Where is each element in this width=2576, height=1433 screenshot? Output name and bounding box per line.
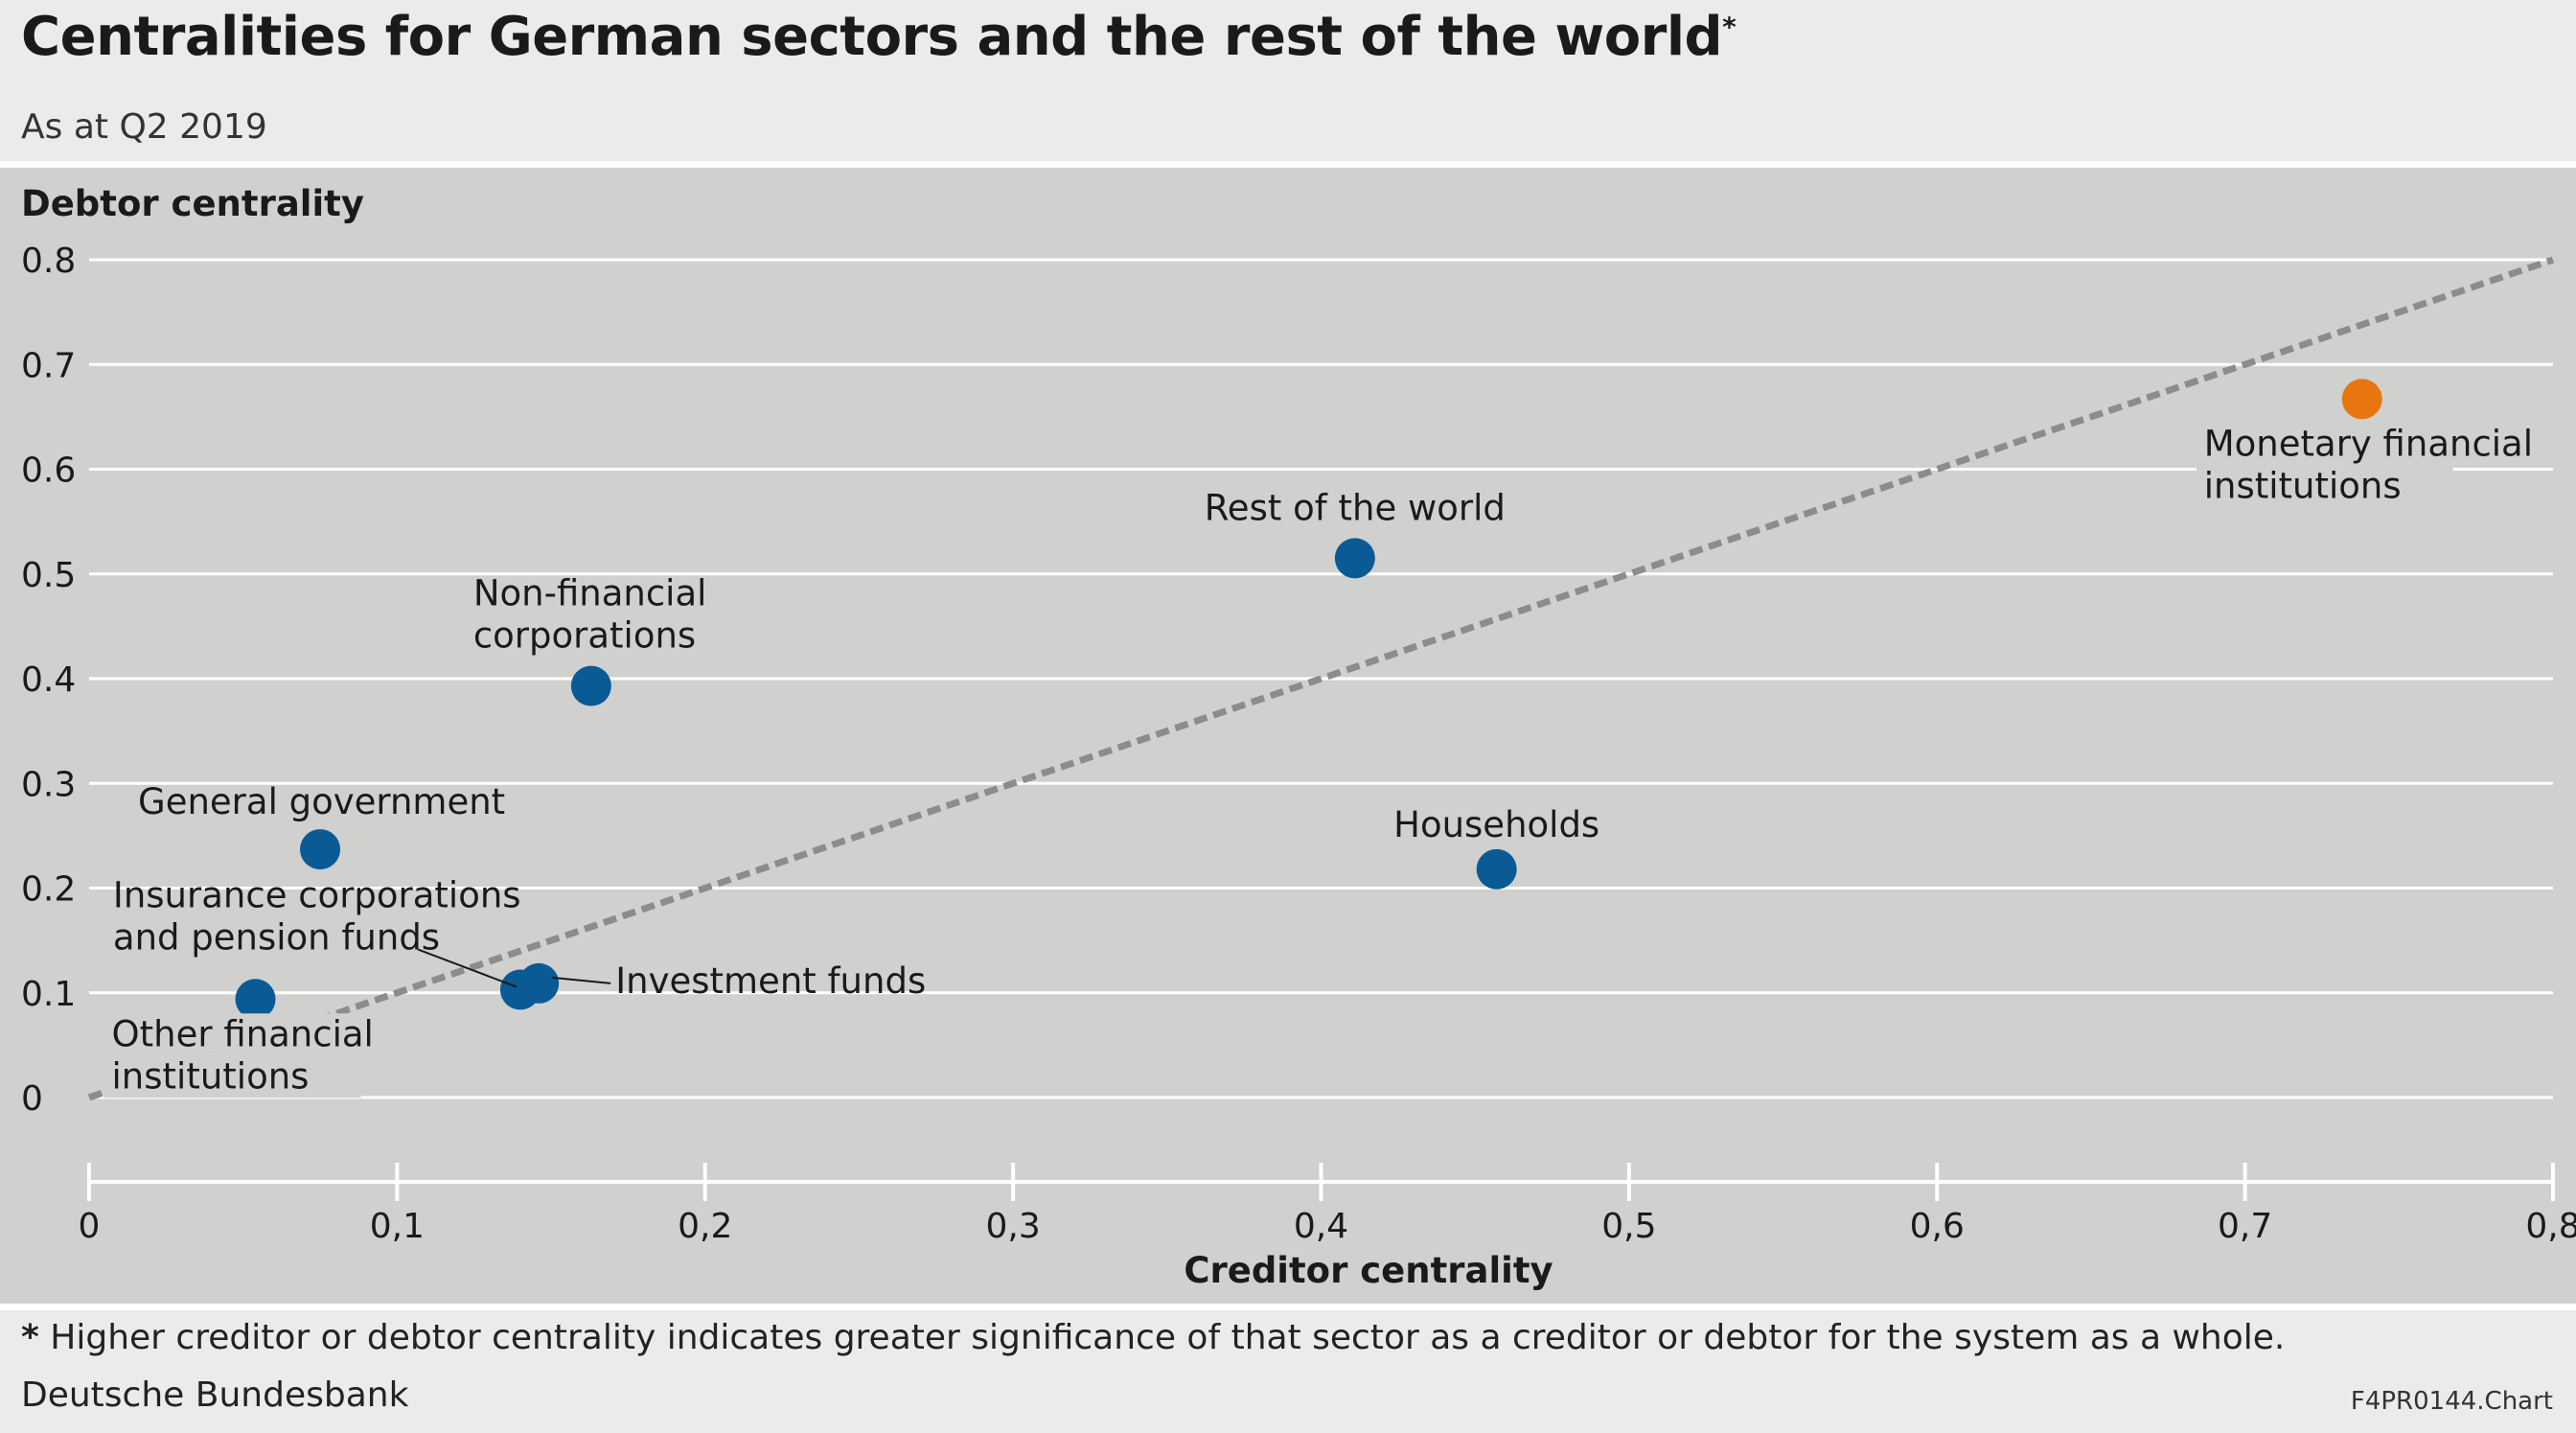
x-tick-label: 0,1 (370, 1207, 425, 1246)
data-point (518, 962, 560, 1004)
chart-id: F4PR0144.Chart (2350, 1387, 2553, 1416)
footnote: * Higher creditor or debtor centrality i… (21, 1318, 2285, 1357)
y-tick-label: 0.6 (21, 451, 76, 491)
plot-top-border (0, 161, 2576, 168)
x-tick-label: 0,7 (2218, 1207, 2272, 1246)
x-tick-label: 0,8 (2525, 1207, 2576, 1246)
y-tick-label: 0 (21, 1079, 43, 1119)
point-labels: Rest of the world Non-financialcorporatio… (104, 423, 2574, 1098)
point-label: Other financial (112, 1013, 374, 1054)
diagonal-reference-line (87, 256, 2555, 1101)
x-tick-label: 0 (79, 1207, 101, 1246)
chart-title-text: Centralities for German sectors and the … (21, 6, 1723, 68)
point-label: institutions (112, 1055, 310, 1097)
data-point (1476, 848, 1517, 890)
source-note: Deutsche Bundesbank (21, 1375, 409, 1415)
x-tick-label: 0,6 (1910, 1207, 1965, 1246)
footnote-text: Higher creditor or debtor centrality ind… (50, 1318, 2286, 1357)
point-label: Insurance corporations (113, 874, 521, 915)
x-tick-label: 0,2 (678, 1207, 732, 1246)
label-leader-line (552, 976, 611, 984)
point-label: institutions (2204, 465, 2402, 506)
plot-bottom-border (0, 1304, 2576, 1310)
y-axis-label: Debtor centrality (21, 183, 364, 224)
x-tick-label: 0,4 (1294, 1207, 1348, 1246)
data-point (235, 979, 276, 1020)
y-tick-label: 0.8 (21, 242, 76, 281)
label-leader-line (417, 948, 518, 988)
data-point (2341, 379, 2382, 420)
label-background (104, 1055, 361, 1098)
y-tick-label: 0.3 (21, 765, 76, 804)
gridlines (89, 258, 2553, 1099)
point-label: Households (1393, 804, 1599, 845)
y-tick-label: 0.2 (21, 870, 76, 910)
y-tick-label: 0.5 (21, 556, 76, 595)
title-footnote-marker: * (1722, 11, 1736, 43)
x-tick-label: 0,5 (1601, 1207, 1656, 1246)
y-axis-tick-labels: 0 0.1 0.2 0.3 0.4 0.5 0.6 0.7 0.8 (21, 242, 76, 1119)
x-axis: 0 0,1 0,2 0,3 0,4 0,5 0,6 0,7 0,8 (79, 1163, 2576, 1246)
y-tick-label: 0.7 (21, 346, 76, 385)
data-points (235, 379, 2382, 1020)
point-label: Rest of the world (1205, 487, 1506, 528)
diagonal-line (87, 256, 2555, 1101)
label-background (2196, 465, 2453, 508)
label-background (104, 1013, 422, 1056)
point-label: corporations (473, 615, 696, 657)
footnote-marker: * (21, 1318, 39, 1357)
point-label: Investment funds (615, 960, 926, 1002)
data-point (300, 829, 341, 870)
point-label: Monetary financial (2204, 423, 2533, 464)
plot-background (0, 168, 2576, 1304)
x-axis-label: Creditor centrality (1184, 1250, 1552, 1291)
data-point (1334, 538, 1375, 579)
point-label: and pension funds (113, 916, 440, 958)
x-tick-label: 0,3 (985, 1207, 1040, 1246)
point-label: Non-financial (473, 573, 707, 614)
label-background (2196, 423, 2574, 466)
data-point (570, 665, 611, 706)
y-tick-label: 0.1 (21, 975, 76, 1014)
y-tick-label: 0.4 (21, 660, 76, 700)
chart-title: Centralities for German sectors and the … (21, 6, 1736, 68)
point-label: General government (138, 781, 505, 822)
chart-subtitle: As at Q2 2019 (21, 107, 267, 147)
